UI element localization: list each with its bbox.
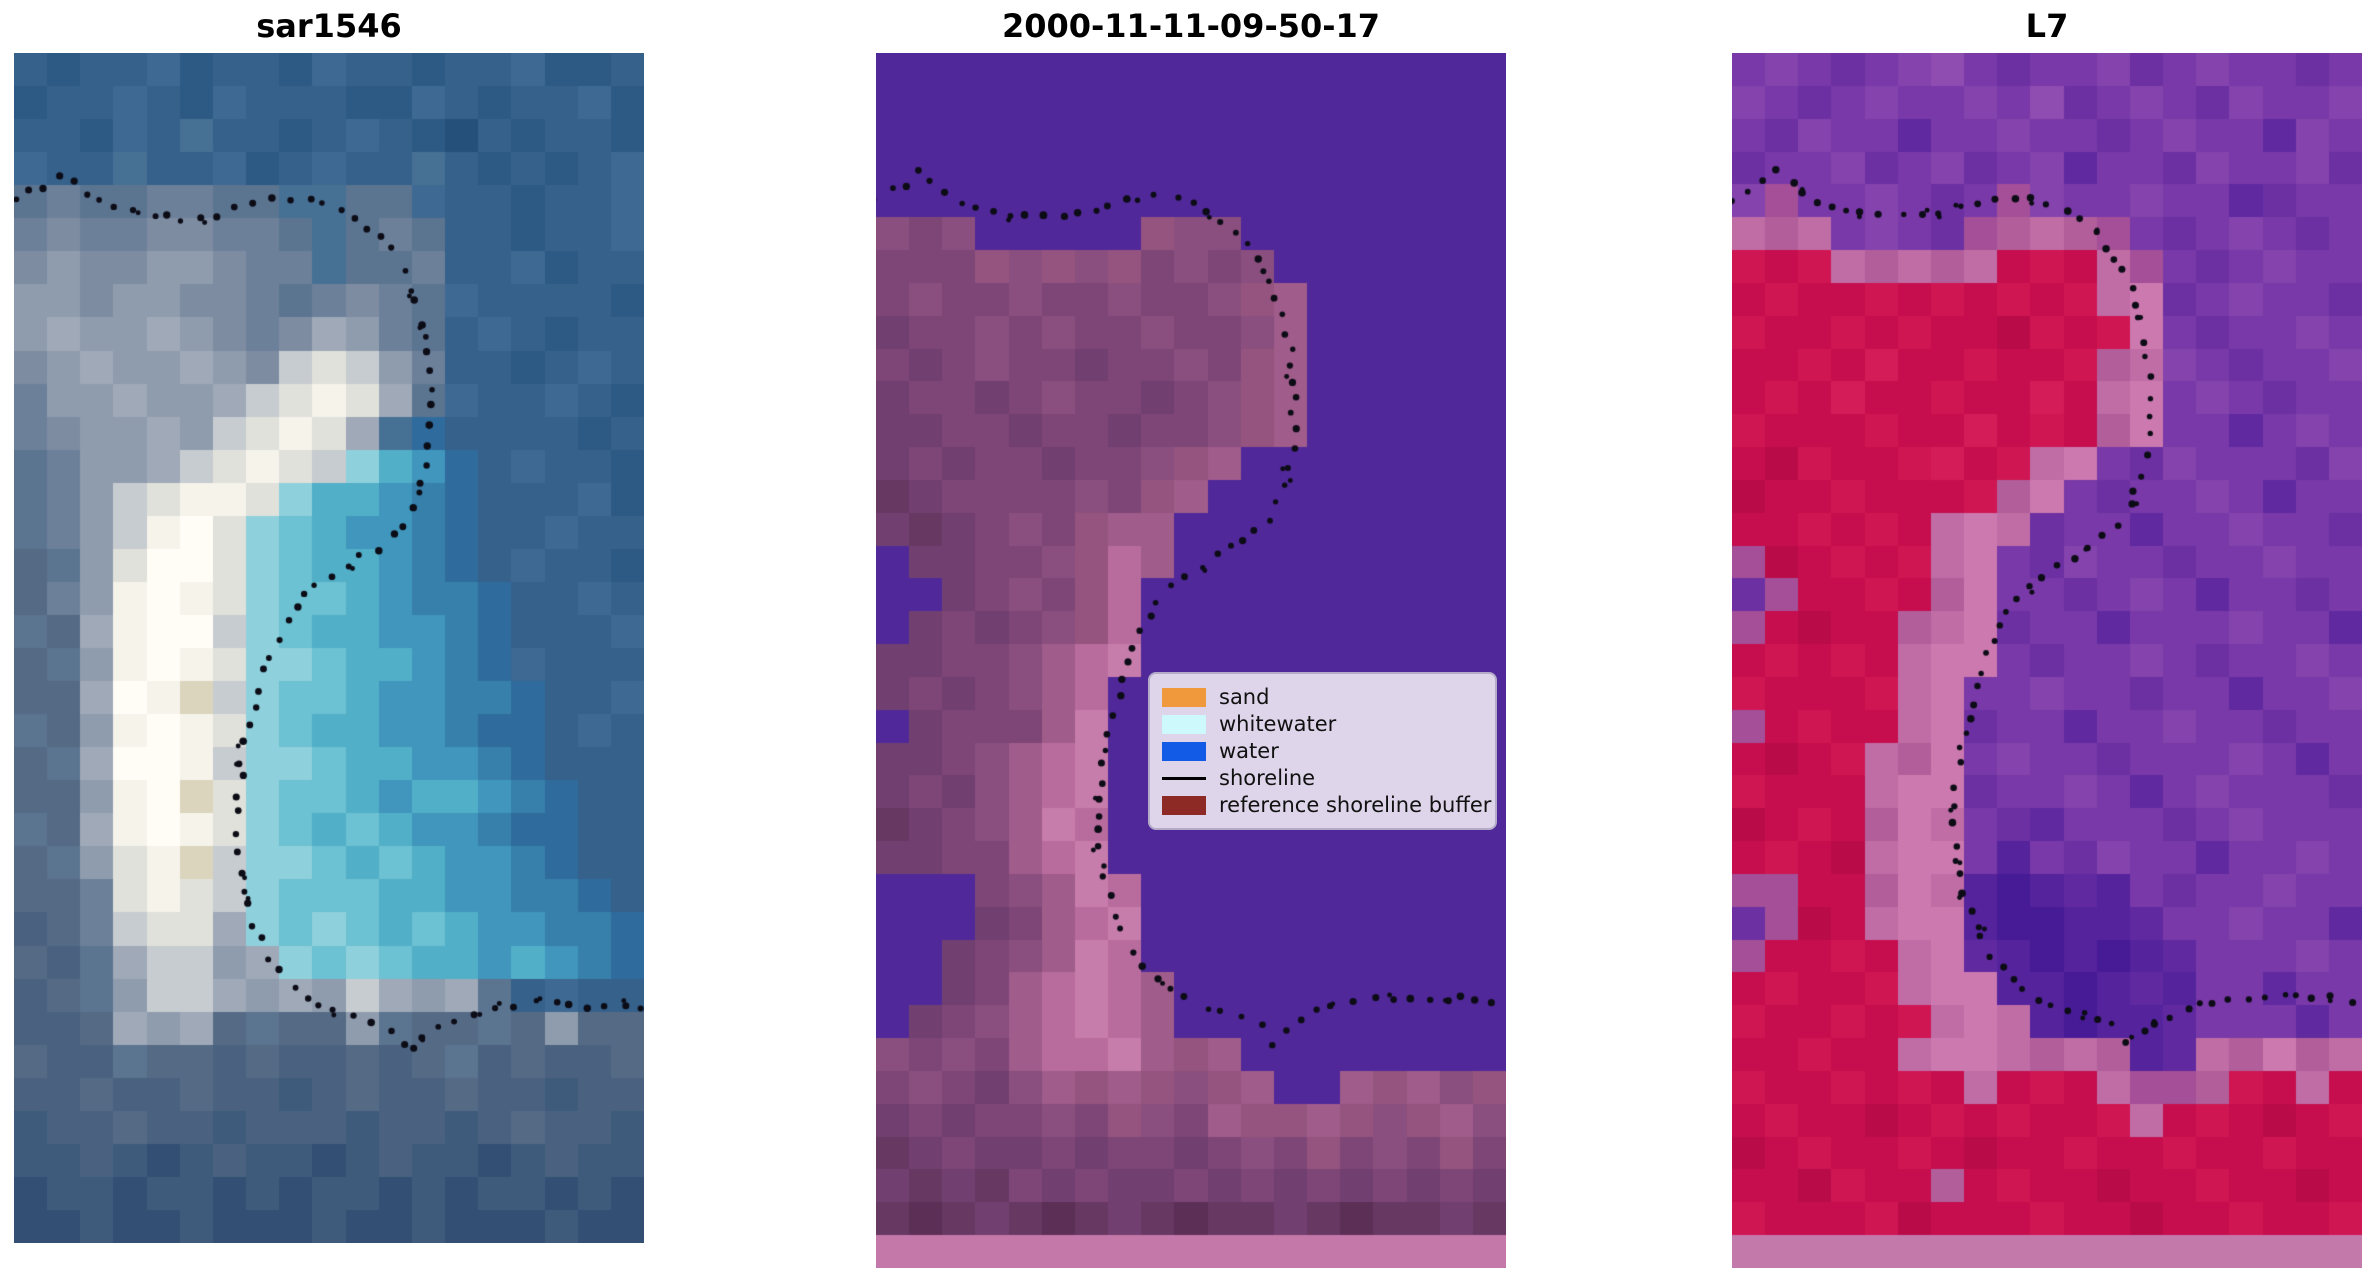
legend-box: sand whitewater water shoreline referenc…	[1148, 672, 1497, 830]
subplot-classified: sand whitewater water shoreline referenc…	[876, 53, 1506, 1268]
legend-label-water: water	[1219, 739, 1279, 763]
legend-item-sand: sand	[1162, 684, 1483, 711]
legend-label-reference-buffer: reference shoreline buffer	[1219, 793, 1492, 817]
panel-title-sar1546: sar1546	[256, 7, 402, 45]
water-swatch	[1162, 742, 1206, 761]
l7-image	[1732, 53, 2362, 1268]
classified-image	[876, 53, 1506, 1268]
legend-item-water: water	[1162, 738, 1483, 765]
panel-title-l7: L7	[2025, 7, 2069, 45]
sar-image	[14, 53, 644, 1243]
subplot-l7	[1732, 53, 2362, 1268]
legend-label-shoreline: shoreline	[1219, 766, 1316, 790]
whitewater-swatch	[1162, 715, 1206, 734]
legend-label-sand: sand	[1219, 685, 1270, 709]
reference-buffer-swatch	[1162, 796, 1206, 815]
legend-label-whitewater: whitewater	[1219, 712, 1337, 736]
shoreline-swatch	[1162, 777, 1206, 780]
legend-item-whitewater: whitewater	[1162, 711, 1483, 738]
subplot-sar1546	[14, 53, 644, 1243]
sand-swatch	[1162, 688, 1206, 707]
legend-item-reference-buffer: reference shoreline buffer	[1162, 792, 1491, 819]
legend-item-shoreline: shoreline	[1162, 765, 1483, 792]
panel-title-date: 2000-11-11-09-50-17	[1001, 7, 1381, 45]
